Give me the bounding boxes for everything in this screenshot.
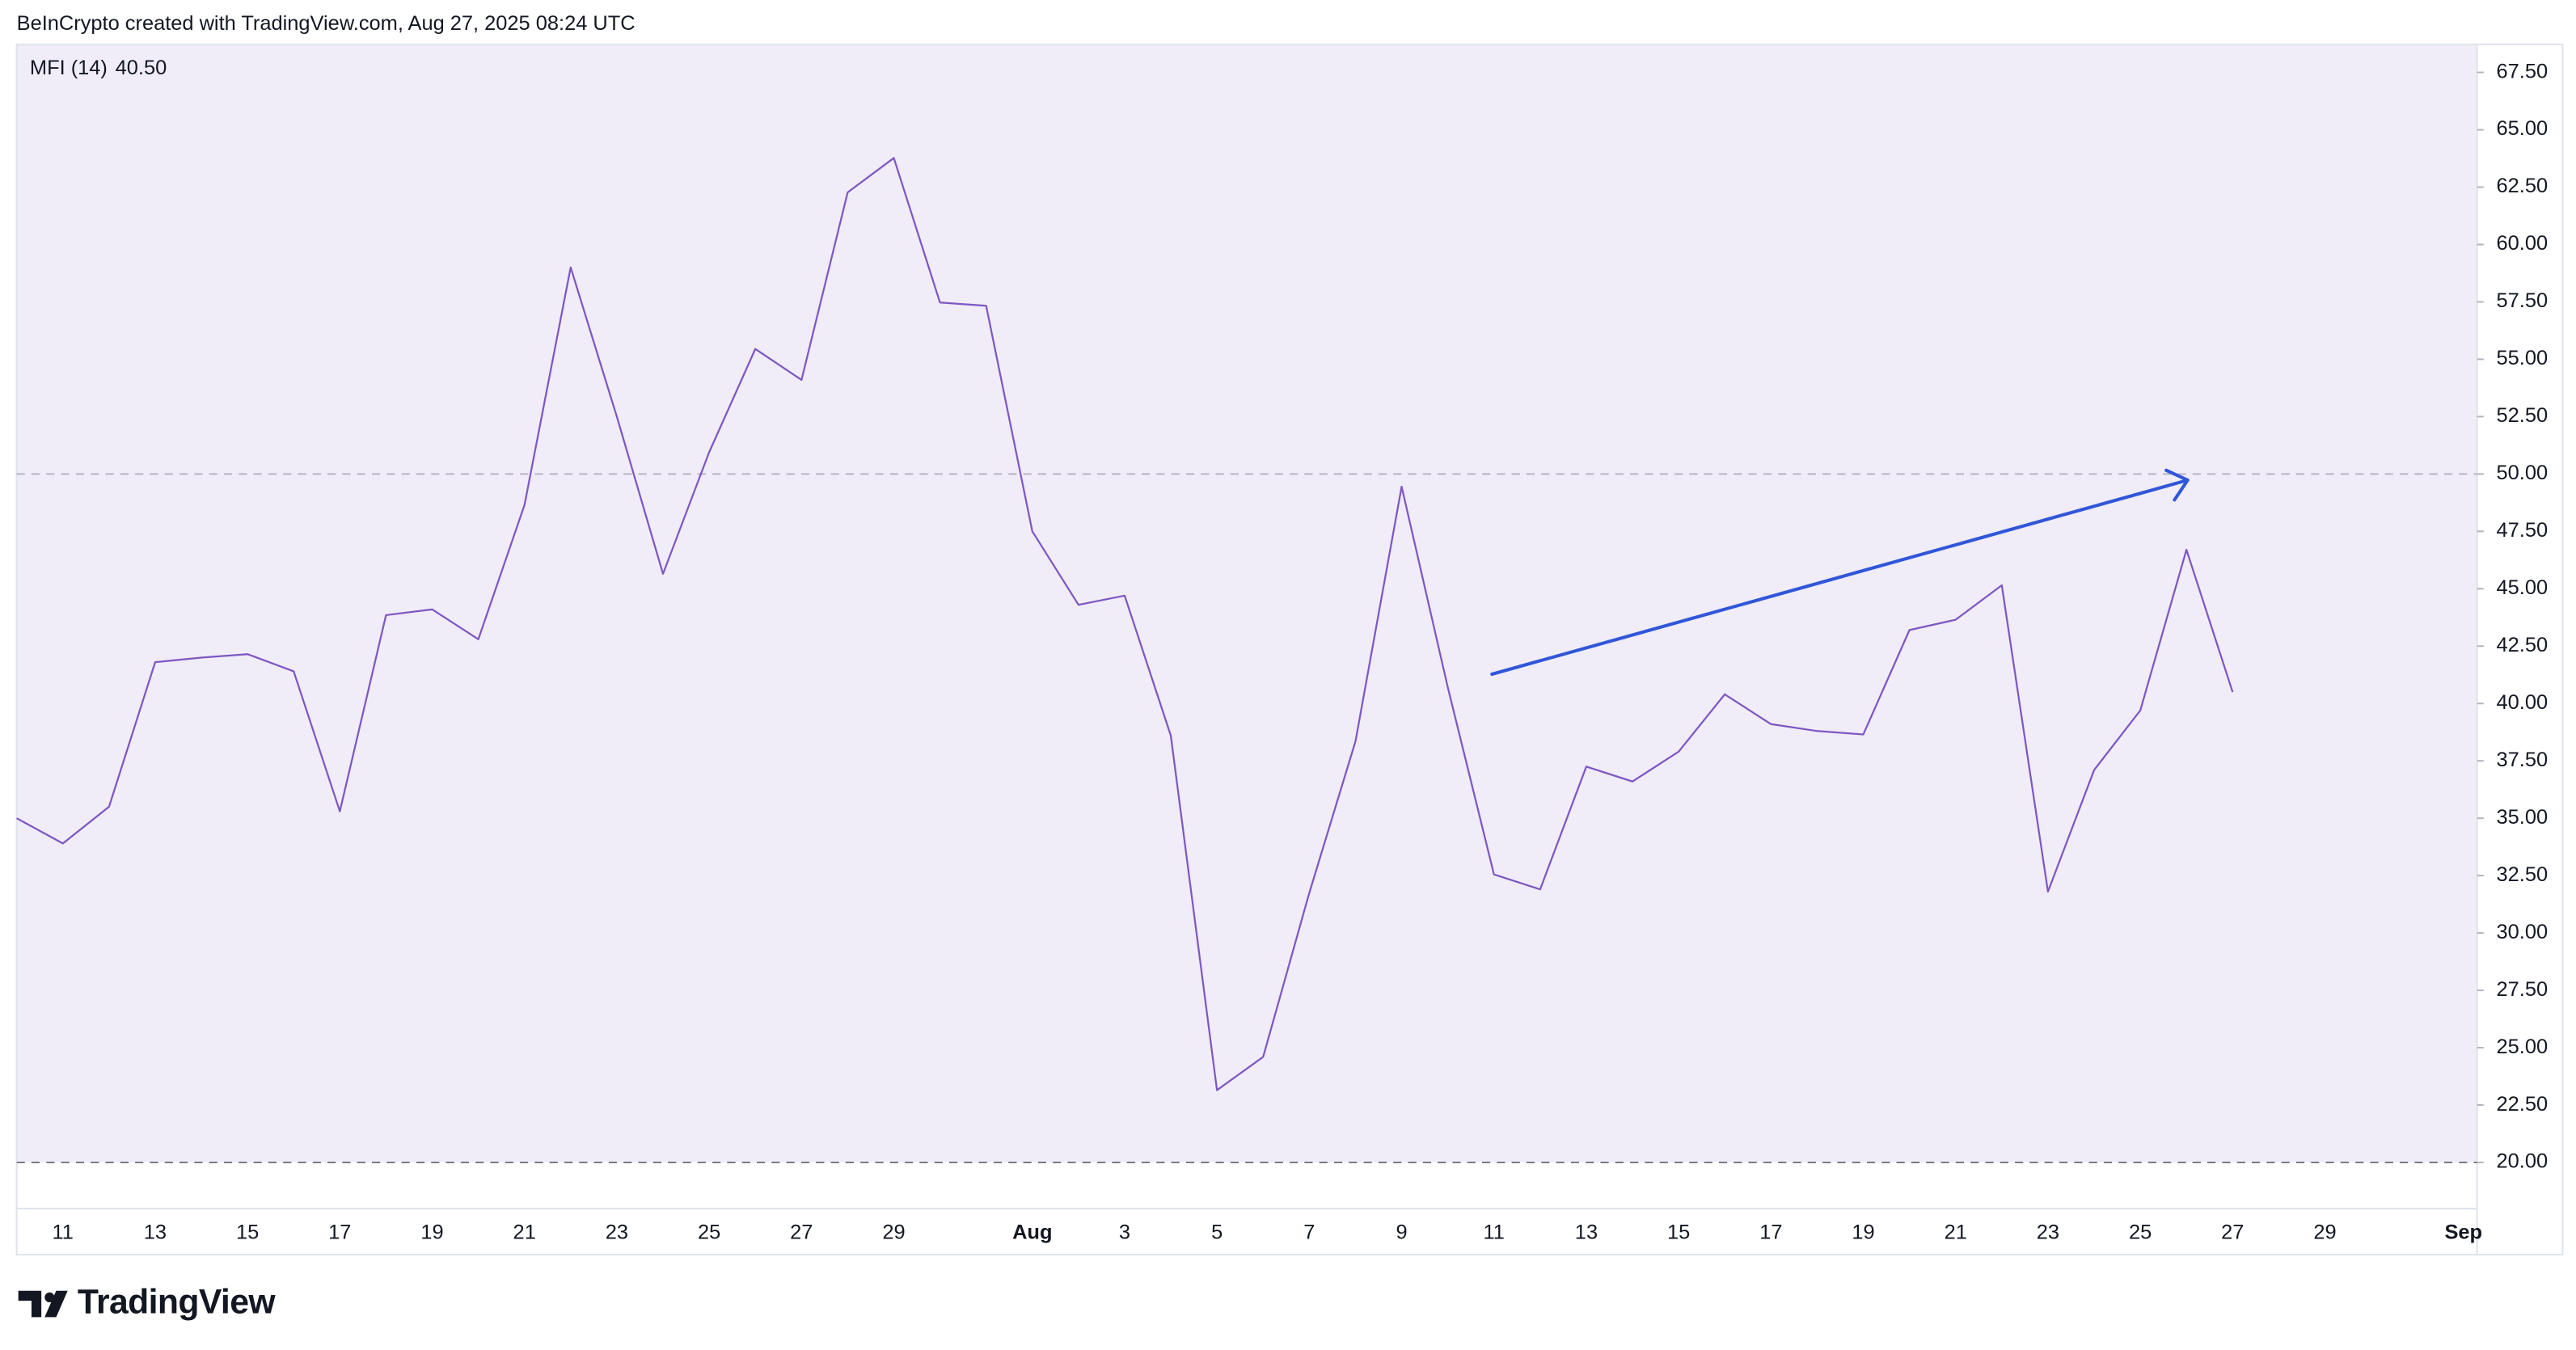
x-tick-label: 21 [513, 1221, 536, 1243]
x-tick-label: 19 [420, 1221, 443, 1243]
y-tick-label: 50.00 [2497, 462, 2549, 484]
arrow-shaft [1490, 478, 2190, 677]
x-tick-label: 29 [882, 1221, 905, 1243]
y-tick-label: 32.50 [2497, 863, 2549, 886]
y-tick-label: 57.50 [2497, 289, 2549, 312]
y-tick-label: 30.00 [2497, 921, 2549, 943]
x-tick-label: 13 [1575, 1221, 1598, 1243]
legend-value: 40.50 [116, 57, 167, 79]
y-tick-label: 42.50 [2497, 634, 2549, 656]
x-tick-label: 23 [606, 1221, 628, 1243]
y-tick-label: 67.50 [2497, 60, 2549, 82]
trend-arrow [1490, 468, 2190, 677]
y-tick-label: 62.50 [2497, 175, 2549, 197]
x-tick-label: 17 [1759, 1221, 1782, 1243]
x-tick-label: 7 [1303, 1221, 1315, 1243]
y-tick-label: 35.00 [2497, 806, 2549, 829]
logo-icon [18, 1290, 68, 1318]
y-tick-label: 25.00 [2497, 1036, 2549, 1058]
x-tick-label: 25 [2129, 1221, 2152, 1243]
y-tick-label: 20.00 [2497, 1150, 2549, 1173]
legend-name: MFI (14) [30, 57, 108, 79]
logo: TradingView [18, 1282, 277, 1321]
x-tick-label: 17 [328, 1221, 351, 1243]
x-tick-label: 23 [2037, 1221, 2059, 1243]
x-tick-label: 11 [1484, 1221, 1505, 1243]
y-tick-label: 22.50 [2497, 1093, 2549, 1116]
x-tick-label: Sep [2444, 1221, 2482, 1243]
y-tick-label: 37.50 [2497, 749, 2549, 771]
brand: TradingView [78, 1282, 276, 1321]
x-tick-label: 13 [144, 1221, 167, 1243]
y-tick-label: 52.50 [2497, 404, 2549, 427]
y-tick-label: 47.50 [2497, 519, 2549, 542]
x-tick-label: 25 [698, 1221, 720, 1243]
x-tick-label: 11 [53, 1221, 74, 1243]
y-tick-label: 27.50 [2497, 978, 2549, 1001]
x-tick-label: 21 [1945, 1221, 1967, 1243]
x-tick-label: 9 [1396, 1221, 1407, 1243]
x-tick-label: 29 [2313, 1221, 2336, 1243]
mfi-line [16, 157, 2234, 1091]
credit: BeInCrypto created with TradingView.com,… [17, 12, 636, 35]
x-tick-label: 19 [1852, 1221, 1874, 1243]
y-tick-label: 60.00 [2497, 232, 2549, 255]
arrow-head [2164, 468, 2190, 502]
plot-background [16, 44, 2477, 1163]
x-tick-label: 27 [2221, 1221, 2244, 1243]
pane-border [15, 43, 2564, 1256]
y-tick-label: 45.00 [2497, 576, 2549, 599]
x-tick-label: 3 [1119, 1221, 1130, 1243]
x-tick-label: 5 [1211, 1221, 1223, 1243]
y-tick-label: 65.00 [2497, 117, 2549, 140]
x-tick-label: Aug [1012, 1221, 1052, 1243]
x-tick-label: 27 [790, 1221, 813, 1243]
x-tick-label: 15 [1667, 1221, 1690, 1243]
x-tick-label: 15 [236, 1221, 259, 1243]
y-tick-label: 55.00 [2497, 347, 2549, 369]
y-tick-label: 40.00 [2497, 691, 2549, 714]
logo-dot [44, 1292, 55, 1303]
